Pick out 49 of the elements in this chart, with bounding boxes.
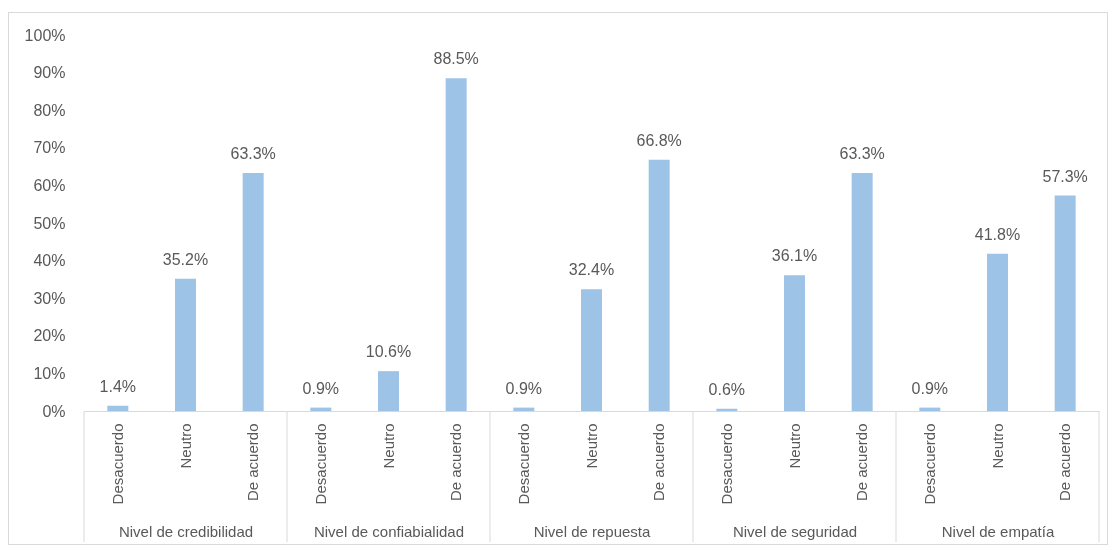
x-tick-label: Desacuerdo: [920, 423, 938, 505]
y-tick-label: 100%: [24, 26, 66, 44]
data-label: 57.3%: [1042, 167, 1088, 185]
bar: [107, 405, 129, 411]
x-tick-label: Neutro: [176, 423, 194, 469]
x-axis-title: Nivel de empatía: [941, 523, 1055, 541]
x-tick-label: De acuerdo: [650, 423, 668, 502]
x-axis-title: Nivel de seguridad: [732, 523, 858, 541]
x-tick-label: Neutro: [785, 423, 803, 469]
data-label: 0.9%: [505, 379, 543, 397]
x-tick-label: Neutro: [379, 423, 397, 469]
x-axis-title: Nivel de confiabialidad: [313, 523, 465, 541]
x-tick-label: De acuerdo: [1056, 423, 1074, 502]
data-label: 1.4%: [99, 377, 137, 395]
data-label: 0.6%: [708, 380, 746, 398]
x-tick-label: Neutro: [988, 423, 1006, 469]
y-tick-label: 60%: [33, 176, 66, 194]
data-label: 35.2%: [162, 250, 209, 268]
y-tick-label: 40%: [33, 252, 66, 270]
x-axis-title: Nivel de repuesta: [533, 523, 652, 541]
y-tick-label: 80%: [33, 101, 66, 119]
y-tick-label: 50%: [33, 214, 66, 232]
data-label: 0.9%: [302, 379, 340, 397]
data-label: 88.5%: [433, 50, 479, 68]
x-tick-label: Desacuerdo: [717, 423, 735, 505]
x-tick-label: Desacuerdo: [311, 423, 329, 505]
y-tick-label: 10%: [33, 364, 66, 382]
x-tick-label: De acuerdo: [853, 423, 871, 502]
x-tick-label: De acuerdo: [447, 423, 465, 502]
data-label: 63.3%: [839, 144, 885, 162]
y-tick-label: 20%: [33, 327, 66, 345]
x-tick-label: Neutro: [582, 423, 600, 469]
x-tick-label: De acuerdo: [244, 423, 262, 502]
data-label: 0.9%: [911, 379, 949, 397]
data-label: 41.8%: [974, 225, 1021, 243]
data-label: 36.1%: [771, 247, 818, 265]
x-tick-label: Desacuerdo: [514, 423, 532, 505]
x-tick-label: Desacuerdo: [108, 423, 126, 505]
data-label: 32.4%: [568, 261, 615, 279]
bar: [242, 172, 264, 411]
y-tick-label: 90%: [33, 64, 66, 82]
data-label: 66.8%: [636, 131, 682, 149]
x-axis-title: Nivel de credibilidad: [118, 523, 254, 541]
data-label: 10.6%: [365, 343, 412, 361]
data-label: 63.3%: [230, 144, 276, 162]
y-tick-label: 0%: [42, 402, 66, 420]
y-tick-label: 30%: [33, 289, 66, 307]
y-tick-label: 70%: [33, 139, 66, 157]
bar: [175, 278, 196, 411]
